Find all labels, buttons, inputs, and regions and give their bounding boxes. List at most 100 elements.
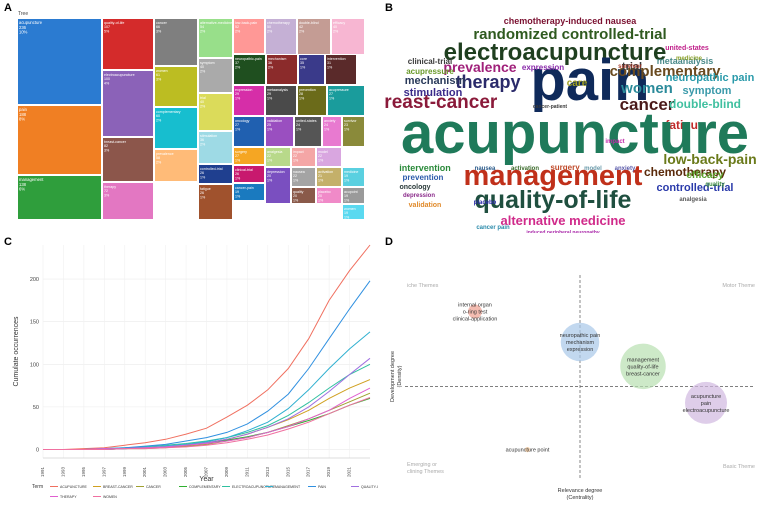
treemap-cell-name: impact [293, 150, 304, 154]
treemap-cell-pct: 1% [324, 127, 330, 131]
theme-bubble-label: o-ring test [463, 310, 488, 316]
treemap-cell-count: 42 [299, 25, 303, 29]
treemap-cell-name: surgery [235, 150, 247, 154]
strategic-diagram: iche Themes Motor Theme Emerging orclining… [390, 275, 755, 501]
treemap-cell-rect [331, 18, 365, 55]
legend-item: PAIN [308, 485, 326, 489]
treemap-cell-count: 50 [267, 25, 271, 29]
legend-label: CANCER [146, 485, 161, 489]
word-cloud-term: united-states [665, 45, 709, 52]
theme-bubble-label: mechanism [566, 340, 595, 346]
treemap-cell-count: 20 [293, 194, 297, 198]
treemap-cell-rect [154, 66, 198, 107]
word-cloud-term: double-blind [669, 97, 741, 111]
treemap-cell-count: 26 [235, 172, 239, 176]
x-tick-label: 1993 [60, 466, 65, 477]
treemap-cell-name: depression [267, 170, 285, 174]
treemap-cell-pct: 2% [235, 65, 241, 69]
treemap-cell-name: cancer-pain [235, 186, 254, 190]
word-cloud-term: anxiety [615, 166, 636, 172]
treemap-cell-pct: 1% [293, 158, 299, 162]
panel-label-d: D [385, 236, 393, 248]
legend-title: Term [32, 484, 43, 490]
word-cloud-term: survivor [618, 64, 642, 70]
treemap-cell-pct: 1% [267, 127, 273, 131]
word-cloud-term: prevalence [443, 59, 516, 75]
word-cloud-term: cancer pain [476, 225, 510, 231]
word-cloud-term: chemotherapy [644, 165, 726, 179]
legend-item: MANAGEMENT [265, 485, 301, 489]
treemap-cell-count: 22 [293, 154, 297, 158]
word-cloud-term: women [620, 80, 673, 97]
treemap-cell-name: prevention [299, 88, 316, 92]
treemap-cell-name: core [300, 57, 307, 61]
treemap-cell-pct: 1% [235, 96, 241, 100]
treemap-cell-pct: 3% [156, 77, 162, 81]
treemap-cell-rect [198, 18, 233, 58]
y-tick-label: 50 [33, 405, 39, 411]
word-cloud-term: prevention [403, 173, 444, 182]
treemap-cell-count: 100 [104, 77, 110, 81]
treemap-cell-name: validation [267, 119, 282, 123]
treemap-cell-name: metaanalysis [267, 88, 288, 92]
word-cloud-term: clinical-trial [408, 57, 452, 66]
treemap-cell-rect [17, 175, 102, 220]
treemap-cell-pct: 1% [318, 158, 324, 162]
theme-bubble-label: expression [567, 347, 594, 353]
theme-bubble-circle [468, 304, 482, 319]
treemap-cell-rect [265, 85, 297, 116]
treemap-cell-count: 26 [200, 171, 204, 175]
treemap-cell-pct: 1% [267, 96, 273, 100]
word-cloud-term: nausea [475, 166, 496, 172]
treemap-cell-pct: 1% [235, 158, 241, 162]
word-cloud-term: pain [530, 48, 649, 113]
treemap-cell-name: electroacupuncture [104, 73, 135, 77]
treemap-cell-count: 40 [200, 100, 204, 104]
treemap-cell-name: analgesia [267, 150, 282, 154]
treemap-cell-pct: 2% [200, 29, 206, 33]
word-cloud-term: mechanism [405, 75, 466, 87]
treemap-cell-pct: 1% [235, 194, 241, 198]
treemap-cell-pct: 1% [344, 198, 350, 202]
treemap-cell-count: 107 [104, 25, 110, 29]
treemap-cell-rect [325, 54, 357, 85]
treemap-cell-name: placebo [318, 190, 331, 194]
treemap-cell-count: 24 [324, 123, 328, 127]
treemap-cell-pct: 2% [299, 29, 305, 33]
word-cloud-term: neuropathic pain [666, 72, 755, 84]
treemap: Treeacupuncture23610%pain1888%management… [17, 11, 365, 220]
word-cloud-term: low-back-pain [663, 151, 756, 167]
word-cloud-term: acupuncture [401, 101, 749, 166]
treemap-cell-count: 54 [200, 25, 204, 29]
panel-label-a: A [4, 2, 12, 14]
x-tick-label: 2011 [244, 467, 249, 477]
treemap-cell-pct: 1% [200, 175, 206, 179]
x-tick-label: 2015 [285, 466, 290, 477]
word-cloud-term: quality [705, 182, 725, 188]
word-cloud-term: placebo [474, 200, 497, 206]
treemap-cell-name: alternative-medicine [200, 21, 232, 25]
treemap-cell-name: trial [200, 96, 206, 100]
treemap-cell-name: double-blind [299, 21, 319, 25]
y-tick-label: 150 [30, 320, 39, 326]
x-tick-label: 2017 [306, 466, 311, 477]
treemap-cell-name: management [19, 177, 44, 182]
treemap-cell-rect [233, 54, 266, 85]
treemap-cell-pct: 2% [333, 29, 339, 33]
word-cloud-term: quality-of-life [475, 186, 632, 214]
treemap-cell-count: 138 [19, 182, 27, 187]
